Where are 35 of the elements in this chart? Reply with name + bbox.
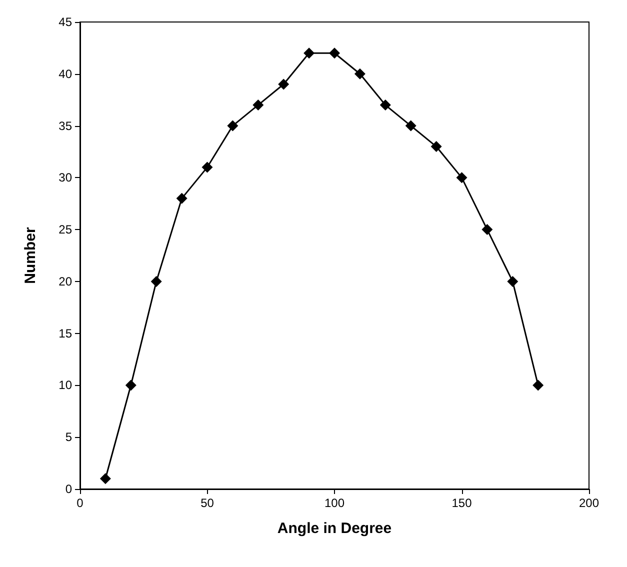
point	[304, 48, 315, 59]
x-axis-title: Angle in Degree	[277, 520, 392, 537]
x-tick-label: 50	[200, 496, 214, 510]
point	[430, 141, 442, 152]
x-tick-label: 0	[76, 496, 84, 510]
point	[202, 162, 213, 173]
x-tick-label: 100	[324, 496, 345, 510]
x-tick-label: 150	[452, 496, 472, 510]
point	[456, 172, 468, 184]
point	[329, 48, 340, 59]
y-tick-label: 30	[58, 170, 72, 185]
y-tick-label: 40	[58, 66, 72, 81]
point	[150, 276, 162, 287]
y-tick-label: 35	[58, 118, 72, 133]
point	[532, 380, 544, 391]
y-tick-label: 20	[58, 274, 72, 288]
y-tick-label: 0	[65, 482, 72, 496]
x-tick-label: 200	[578, 496, 600, 510]
point	[125, 380, 136, 391]
point	[252, 100, 264, 111]
y-axis-title: Number	[22, 227, 39, 284]
point	[354, 68, 366, 80]
point	[100, 473, 111, 484]
point	[507, 276, 518, 287]
y-tick-label: 45	[58, 15, 72, 29]
point	[482, 224, 493, 236]
point	[227, 120, 238, 132]
y-tick-label: 5	[65, 430, 72, 444]
y-tick-label: 10	[58, 378, 72, 392]
point	[380, 100, 391, 111]
point	[405, 120, 416, 132]
point	[278, 78, 290, 90]
point	[176, 192, 188, 204]
y-tick-label: 15	[58, 326, 72, 340]
y-tick-label: 25	[58, 222, 72, 237]
